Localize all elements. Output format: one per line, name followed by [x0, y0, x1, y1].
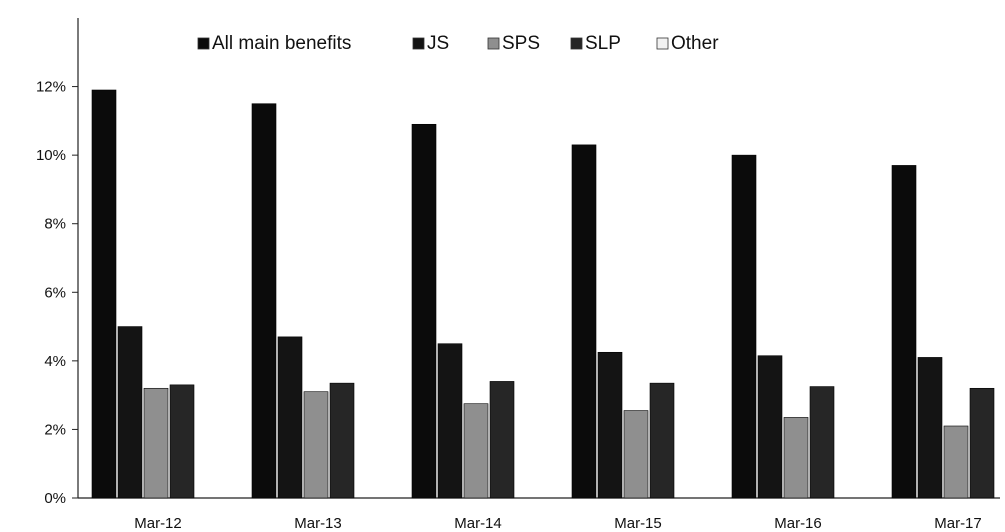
x-tick-label: Mar-13 — [294, 515, 342, 532]
legend: All main benefits JS SPS SLP Other — [197, 33, 719, 54]
bar-all-main-benefits-mar-12 — [91, 89, 117, 499]
bar-js-mar-16 — [757, 355, 783, 499]
legend-label: Other — [671, 33, 719, 54]
bar-js-mar-14 — [437, 343, 463, 499]
bar-slp-mar-14 — [489, 381, 515, 499]
bar-sps-mar-17 — [943, 425, 969, 499]
legend-swatch — [487, 37, 500, 50]
legend-swatch — [412, 37, 425, 50]
legend-label: SPS — [502, 33, 540, 54]
x-tick-label: Mar-17 — [934, 515, 982, 532]
y-tick-label: 10% — [36, 147, 66, 164]
bar-sps-mar-15 — [623, 410, 649, 499]
tick-labels: 0% 2% 4% 6% 8% 10% 12% Mar-12 Mar-13 Mar-14 Mar-15… — [36, 79, 982, 532]
bar-slp-mar-12 — [169, 384, 195, 499]
bar-sps-mar-14 — [463, 403, 489, 499]
bar-all-main-benefits-mar-13 — [251, 103, 277, 499]
bar-all-main-benefits-mar-14 — [411, 123, 437, 499]
bar-sps-mar-12 — [143, 387, 169, 499]
bar-slp-mar-17 — [969, 387, 995, 499]
legend-label: All main benefits — [212, 33, 351, 54]
axes — [72, 18, 1000, 499]
bars — [91, 89, 995, 499]
x-tick-label: Mar-15 — [614, 515, 662, 532]
y-tick-label: 2% — [44, 421, 66, 438]
x-tick-label: Mar-12 — [134, 515, 182, 532]
legend-label: SLP — [585, 33, 621, 54]
bar-all-main-benefits-mar-17 — [891, 165, 917, 499]
bar-slp-mar-16 — [809, 386, 835, 499]
bar-js-mar-17 — [917, 357, 943, 499]
x-tick-label: Mar-14 — [454, 515, 502, 532]
x-tick-label: Mar-16 — [774, 515, 822, 532]
legend-swatch — [656, 37, 669, 50]
bar-js-mar-15 — [597, 351, 623, 499]
bar-slp-mar-13 — [329, 382, 355, 499]
legend-swatch — [197, 37, 210, 50]
legend-swatch — [570, 37, 583, 50]
y-tick-label: 4% — [44, 353, 66, 370]
bar-all-main-benefits-mar-15 — [571, 144, 597, 499]
bar-js-mar-12 — [117, 326, 143, 499]
y-tick-label: 0% — [44, 490, 66, 507]
legend-label: JS — [427, 33, 449, 54]
bar-sps-mar-16 — [783, 417, 809, 499]
y-tick-label: 12% — [36, 79, 66, 96]
bar-slp-mar-15 — [649, 382, 675, 499]
y-tick-label: 8% — [44, 216, 66, 233]
y-tick-label: 6% — [44, 284, 66, 301]
bar-all-main-benefits-mar-16 — [731, 154, 757, 499]
bar-js-mar-13 — [277, 336, 303, 499]
bar-sps-mar-13 — [303, 391, 329, 499]
